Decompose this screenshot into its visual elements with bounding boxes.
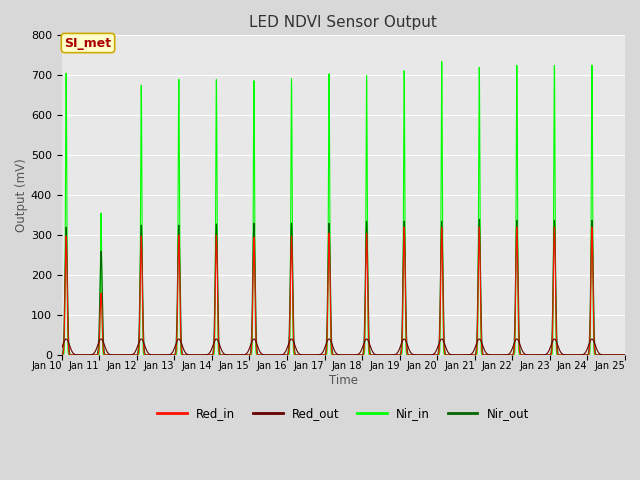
Line: Nir_out: Nir_out xyxy=(61,219,625,355)
Nir_in xyxy=(621,352,629,358)
Red_in xyxy=(269,352,276,358)
Red_in xyxy=(421,352,429,358)
Nir_in xyxy=(269,352,276,358)
Red_in xyxy=(621,352,629,358)
Nir_in xyxy=(172,352,180,358)
Title: LED NDVI Sensor Output: LED NDVI Sensor Output xyxy=(250,15,437,30)
Line: Nir_in: Nir_in xyxy=(61,61,625,355)
Nir_in xyxy=(421,352,429,358)
Nir_out xyxy=(421,352,429,358)
Red_out xyxy=(621,352,629,358)
Nir_out xyxy=(58,352,65,358)
Nir_in xyxy=(614,352,622,358)
Red_in xyxy=(179,351,186,357)
Nir_out xyxy=(172,339,180,345)
Text: SI_met: SI_met xyxy=(65,36,111,49)
Red_out xyxy=(62,336,70,342)
Nir_in xyxy=(620,352,627,358)
Red_in xyxy=(501,352,509,358)
Nir_out xyxy=(179,349,186,355)
Legend: Red_in, Red_out, Nir_in, Nir_out: Red_in, Red_out, Nir_in, Nir_out xyxy=(152,402,534,425)
Line: Red_out: Red_out xyxy=(61,339,625,355)
Nir_out xyxy=(501,352,509,358)
Red_out xyxy=(269,352,276,358)
Red_out xyxy=(421,352,429,358)
Red_in xyxy=(620,352,627,358)
Nir_out xyxy=(621,352,629,358)
Nir_out xyxy=(476,216,483,222)
Nir_in xyxy=(179,352,186,358)
Red_in xyxy=(588,224,596,230)
Red_out xyxy=(172,340,180,346)
Nir_in xyxy=(501,352,509,358)
Nir_out xyxy=(620,352,627,358)
Red_out xyxy=(620,352,627,358)
Line: Red_in: Red_in xyxy=(61,227,625,355)
Nir_in xyxy=(58,352,65,358)
Nir_in xyxy=(438,59,445,64)
Red_out xyxy=(501,352,509,358)
Red_out xyxy=(58,346,65,351)
Red_in xyxy=(58,352,65,358)
X-axis label: Time: Time xyxy=(329,374,358,387)
Red_in xyxy=(172,348,180,354)
Y-axis label: Output (mV): Output (mV) xyxy=(15,158,28,232)
Red_out xyxy=(179,342,186,348)
Nir_out xyxy=(269,352,276,358)
